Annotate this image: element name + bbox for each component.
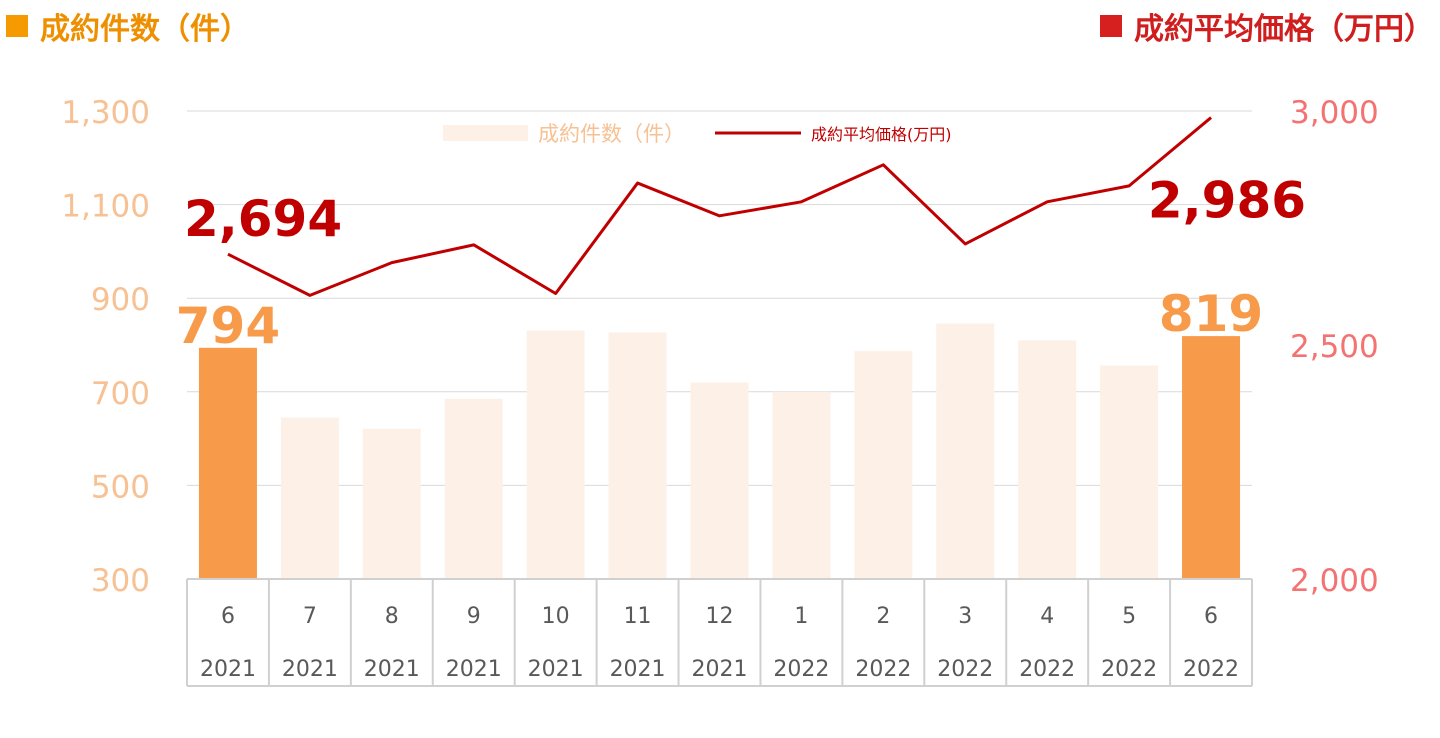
legend-bar-swatch (443, 125, 528, 141)
bar (280, 417, 339, 579)
left-axis-tick: 1,100 (61, 189, 150, 225)
bar-data-label: 819 (1159, 285, 1263, 343)
bar (444, 398, 503, 579)
x-tick-year: 2021 (200, 657, 256, 682)
highlight-bar (1182, 336, 1241, 579)
x-tick-month: 12 (706, 604, 734, 629)
x-tick-month: 6 (221, 604, 235, 629)
left-axis-tick: 700 (91, 376, 150, 412)
x-tick-year: 2021 (282, 657, 338, 682)
x-tick-month: 6 (1204, 604, 1218, 629)
bar (362, 428, 421, 579)
bar (772, 391, 831, 579)
bar (608, 332, 667, 579)
bar (854, 351, 913, 579)
x-tick-month: 5 (1122, 604, 1136, 629)
left-axis-tick: 300 (91, 563, 150, 599)
bar-data-label: 794 (176, 297, 280, 355)
price-line (227, 116, 1212, 297)
legend-bar-label: 成約件数（件） (538, 122, 685, 146)
x-tick-month: 8 (385, 604, 399, 629)
highlight-bar (198, 347, 257, 579)
x-tick-month: 4 (1040, 604, 1054, 629)
bar (1018, 340, 1077, 579)
x-tick-year: 2022 (1101, 657, 1157, 682)
line-data-label: 2,986 (1148, 172, 1306, 230)
bar (690, 382, 749, 579)
right-axis-tick: 2,500 (1290, 329, 1379, 365)
x-tick-year: 2021 (364, 657, 420, 682)
right-axis-header: 成約平均価格（万円） (1100, 4, 1434, 48)
x-tick-year: 2022 (937, 657, 993, 682)
bar (936, 323, 995, 579)
left-axis-tick: 1,300 (61, 95, 150, 131)
x-tick-year: 2021 (528, 657, 584, 682)
x-tick-year: 2021 (610, 657, 666, 682)
x-tick-month: 11 (624, 604, 652, 629)
left-axis-tick: 500 (91, 469, 150, 505)
x-tick-month: 9 (467, 604, 481, 629)
x-tick-month: 3 (958, 604, 972, 629)
x-tick-year: 2022 (773, 657, 829, 682)
red-square-icon (1100, 15, 1122, 37)
line-data-label: 2,694 (184, 190, 342, 248)
x-tick-month: 7 (303, 604, 317, 629)
x-tick-year: 2022 (855, 657, 911, 682)
left-axis-header: 成約件数（件） (6, 4, 250, 48)
right-axis-tick: 3,000 (1290, 95, 1379, 131)
x-tick-year: 2022 (1019, 657, 1075, 682)
x-tick-month: 1 (794, 604, 808, 629)
left-axis-tick: 900 (91, 282, 150, 318)
orange-square-icon (6, 15, 28, 37)
bar (526, 330, 585, 579)
x-tick-month: 2 (876, 604, 890, 629)
x-tick-year: 2021 (692, 657, 748, 682)
right-axis-header-text: 成約平均価格（万円） (1134, 12, 1434, 47)
x-tick-year: 2021 (446, 657, 502, 682)
legend-line-label: 成約平均価格(万円) (811, 125, 952, 144)
right-axis-tick: 2,000 (1290, 563, 1379, 599)
x-tick-month: 10 (542, 604, 570, 629)
x-tick-year: 2022 (1183, 657, 1239, 682)
bar (1100, 365, 1159, 579)
left-axis-header-text: 成約件数（件） (40, 12, 250, 47)
